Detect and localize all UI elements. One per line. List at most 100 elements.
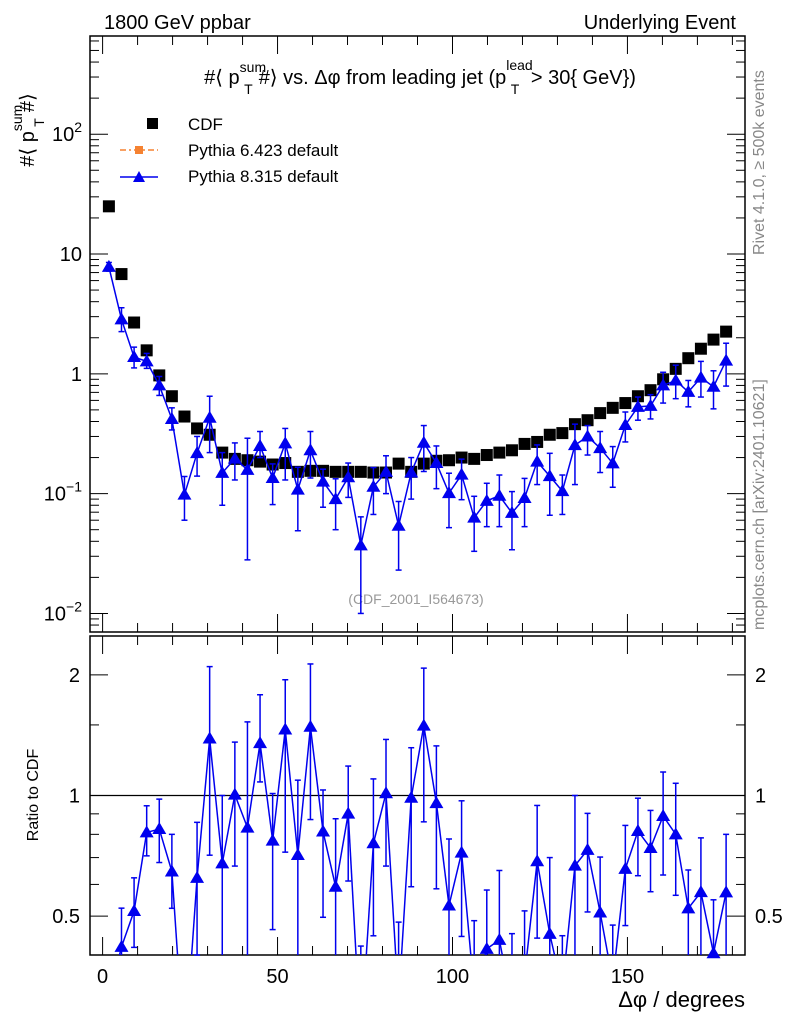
pythia8-point [391,518,406,531]
ratio-line-segment [133,832,148,912]
ylabel-sub: T [31,118,47,127]
title-sub-t: T [244,81,253,97]
pythia8-point [152,378,167,391]
cdf-point [354,465,367,478]
cdf-point [115,268,128,281]
ratio-point [215,856,230,869]
cdf-point [581,414,594,427]
pythia8-line-segment [523,461,538,499]
ratio-line-segment [674,834,690,909]
cdf-point [178,410,191,423]
rivet-version-text: Rivet 4.1.0, ≥ 500k events [751,70,768,255]
pythia8-point [353,538,368,551]
ratio-line-segment [586,849,601,913]
pythia8-point [101,259,116,272]
ratio-line-segment [309,726,324,832]
pythia8-point [341,470,356,483]
ratio-point [416,718,431,731]
ratio-point [693,885,708,898]
x-tick-label: 150 [611,966,644,988]
pythia8-line-segment [561,444,576,492]
y-tick-label: 10−1 [44,479,82,506]
ratio-line-segment [614,868,627,956]
ratio-point [139,825,154,838]
pythia8-point [555,484,570,497]
ratio-tick-label-left: 2 [69,665,80,687]
title-text-1: #⟨ p [204,67,240,89]
cdf-point [254,455,267,468]
pythia8-point [366,479,381,492]
pythia8-point [517,490,532,503]
ratio-line-segment [624,830,639,870]
pythia8-point [429,456,444,469]
ratio-point [492,932,507,945]
title-sub-t2: T [511,81,520,97]
pythia8-point [202,410,217,423]
ratio-point [341,806,356,819]
ratio-tick-label-right: 1 [755,786,766,808]
pythia8-line-segment [183,452,198,495]
pythia8-line-segment [309,450,324,482]
pythia8-line-segment [158,385,173,420]
ratio-point [706,946,721,959]
ratio-point [164,864,179,877]
analysis-watermark: (CDF_2001_I564673) [348,591,483,607]
ratio-point [152,822,167,835]
ratio-point [253,736,268,749]
ratio-line-segment [565,865,576,956]
ratio-line-segment [259,742,274,841]
pythia8-line-segment [385,471,400,526]
ratio-line-segment [700,891,715,954]
pythia8-point [467,510,482,523]
ratio-point [114,939,129,952]
pythia8-point [177,487,192,500]
pythia8-line-segment [435,462,450,494]
ratio-point [643,840,658,853]
cdf-point [455,451,468,464]
pythia8-point [479,493,494,506]
ratio-point [404,790,419,803]
cdf-point [694,342,707,355]
y-axis-label: #⟨ psum T #⟩ [9,93,47,167]
pythia8-line-segment [460,474,475,518]
legend-label-cdf: CDF [188,115,223,134]
pythia8-point [719,353,734,366]
cdf-point [644,384,657,397]
pythia8-line-segment [196,417,211,454]
cdf-point [505,444,518,457]
cdf-point [682,352,695,365]
pythia8-point [114,312,129,325]
ratio-line-segment [372,793,387,844]
pythia8-point [706,379,721,392]
ylabel-sup: sum [9,105,25,131]
ratio-line-segment [423,725,438,804]
pythia8-line-segment [360,486,375,546]
pythia8-point [404,465,419,478]
y-tick-label: 1 [71,364,82,386]
cdf-point [165,390,178,403]
pythia8-point [656,378,671,391]
ratio-data [114,663,734,959]
main-data [101,200,734,615]
pythia8-point [593,441,608,454]
ratio-point [202,731,217,744]
pythia8-point [316,474,331,487]
cdf-point [480,449,493,462]
ratio-line-segment [284,729,299,856]
pythia8-point [416,435,431,448]
pythia8-point [441,486,456,499]
ratio-point [567,858,582,871]
pythia8-line-segment [120,319,135,358]
y-tick-label: 10−2 [44,598,82,625]
ratio-line-segment [385,793,397,956]
pythia8-point [630,399,645,412]
pythia8-point [303,443,318,456]
cdf-point [128,316,141,329]
ratio-tick-label-right: 2 [755,665,766,687]
ratio-line-segment [347,813,357,956]
ratio-line-segment [526,861,538,956]
pythia8-point [215,465,230,478]
pythia8-point [605,456,620,469]
ratio-point [479,941,494,954]
